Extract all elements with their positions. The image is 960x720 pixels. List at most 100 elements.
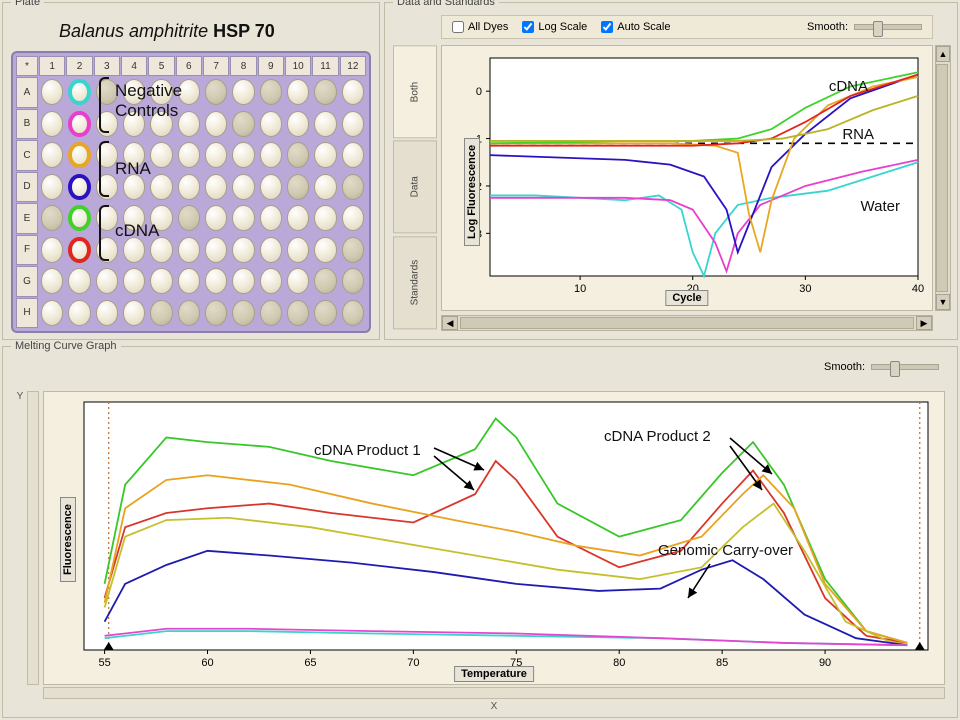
well-A11[interactable] — [312, 77, 338, 108]
well-E12[interactable] — [340, 203, 366, 234]
well-H2[interactable] — [66, 298, 92, 329]
amp-hscroll[interactable]: ◀ ▶ — [441, 315, 933, 331]
well-C8[interactable] — [230, 140, 256, 171]
vtab-both[interactable]: Both — [393, 45, 437, 138]
well-B10[interactable] — [285, 109, 311, 140]
well-H10[interactable] — [285, 298, 311, 329]
well-D12[interactable] — [340, 172, 366, 203]
well-B11[interactable] — [312, 109, 338, 140]
vtab-data[interactable]: Data — [393, 140, 437, 233]
checkbox-all-dyes[interactable]: All Dyes — [452, 21, 508, 33]
smooth-control[interactable]: Smooth: — [807, 21, 922, 33]
well-A2[interactable] — [66, 77, 92, 108]
well-G4[interactable] — [121, 266, 147, 297]
checkbox-auto-scale[interactable]: Auto Scale — [601, 21, 670, 33]
well-G12[interactable] — [340, 266, 366, 297]
well-H8[interactable] — [230, 298, 256, 329]
well-G5[interactable] — [148, 266, 174, 297]
well-B8[interactable] — [230, 109, 256, 140]
well-C1[interactable] — [39, 140, 65, 171]
well-E1[interactable] — [39, 203, 65, 234]
well-E9[interactable] — [258, 203, 284, 234]
well-H5[interactable] — [148, 298, 174, 329]
well-B12[interactable] — [340, 109, 366, 140]
well-B7[interactable] — [203, 109, 229, 140]
well-B9[interactable] — [258, 109, 284, 140]
well-D1[interactable] — [39, 172, 65, 203]
well-A1[interactable] — [39, 77, 65, 108]
well-H11[interactable] — [312, 298, 338, 329]
well-A8[interactable] — [230, 77, 256, 108]
well-B6[interactable] — [176, 109, 202, 140]
well-C6[interactable] — [176, 140, 202, 171]
well-H1[interactable] — [39, 298, 65, 329]
well-C9[interactable] — [258, 140, 284, 171]
well-E10[interactable] — [285, 203, 311, 234]
well-D5[interactable] — [148, 172, 174, 203]
well-H4[interactable] — [121, 298, 147, 329]
well-C7[interactable] — [203, 140, 229, 171]
well-H7[interactable] — [203, 298, 229, 329]
plate-grid[interactable]: *123456789101112ABCDEFGH — [11, 51, 371, 333]
well-E6[interactable] — [176, 203, 202, 234]
well-C5[interactable] — [148, 140, 174, 171]
well-H3[interactable] — [94, 298, 120, 329]
well-C11[interactable] — [312, 140, 338, 171]
well-F11[interactable] — [312, 235, 338, 266]
well-A12[interactable] — [340, 77, 366, 108]
checkbox-log-scale[interactable]: Log Scale — [522, 21, 587, 33]
well-D6[interactable] — [176, 172, 202, 203]
amp-vscroll[interactable]: ▲ ▼ — [935, 45, 951, 311]
well-E11[interactable] — [312, 203, 338, 234]
melt-smooth-slider[interactable] — [871, 364, 939, 370]
well-E7[interactable] — [203, 203, 229, 234]
well-F12[interactable] — [340, 235, 366, 266]
amp-hscroll-thumb[interactable] — [460, 317, 914, 329]
well-H12[interactable] — [340, 298, 366, 329]
well-G7[interactable] — [203, 266, 229, 297]
scroll-up-icon[interactable]: ▲ — [936, 46, 950, 62]
well-E8[interactable] — [230, 203, 256, 234]
well-F10[interactable] — [285, 235, 311, 266]
well-C12[interactable] — [340, 140, 366, 171]
smooth-slider[interactable] — [854, 24, 922, 30]
well-G11[interactable] — [312, 266, 338, 297]
well-D8[interactable] — [230, 172, 256, 203]
melt-smooth-control[interactable]: Smooth: — [824, 361, 939, 373]
well-G3[interactable] — [94, 266, 120, 297]
well-F9[interactable] — [258, 235, 284, 266]
well-C2[interactable] — [66, 140, 92, 171]
scroll-right-icon[interactable]: ▶ — [916, 316, 932, 330]
well-F6[interactable] — [176, 235, 202, 266]
well-A7[interactable] — [203, 77, 229, 108]
well-D9[interactable] — [258, 172, 284, 203]
well-A10[interactable] — [285, 77, 311, 108]
well-G9[interactable] — [258, 266, 284, 297]
well-G10[interactable] — [285, 266, 311, 297]
scroll-left-icon[interactable]: ◀ — [442, 316, 458, 330]
well-B1[interactable] — [39, 109, 65, 140]
well-E2[interactable] — [66, 203, 92, 234]
well-F7[interactable] — [203, 235, 229, 266]
vtab-standards[interactable]: Standards — [393, 236, 437, 329]
well-B2[interactable] — [66, 109, 92, 140]
scroll-down-icon[interactable]: ▼ — [936, 294, 950, 310]
plate-overlay-title: Balanus amphitrite HSP 70 — [59, 21, 275, 42]
well-A9[interactable] — [258, 77, 284, 108]
label-rna: RNA — [115, 159, 151, 179]
well-F8[interactable] — [230, 235, 256, 266]
well-C10[interactable] — [285, 140, 311, 171]
amp-vscroll-thumb[interactable] — [936, 64, 948, 292]
well-D2[interactable] — [66, 172, 92, 203]
well-G2[interactable] — [66, 266, 92, 297]
well-H9[interactable] — [258, 298, 284, 329]
well-G1[interactable] — [39, 266, 65, 297]
well-F2[interactable] — [66, 235, 92, 266]
well-D7[interactable] — [203, 172, 229, 203]
well-G8[interactable] — [230, 266, 256, 297]
well-F1[interactable] — [39, 235, 65, 266]
well-D10[interactable] — [285, 172, 311, 203]
well-G6[interactable] — [176, 266, 202, 297]
well-H6[interactable] — [176, 298, 202, 329]
well-D11[interactable] — [312, 172, 338, 203]
